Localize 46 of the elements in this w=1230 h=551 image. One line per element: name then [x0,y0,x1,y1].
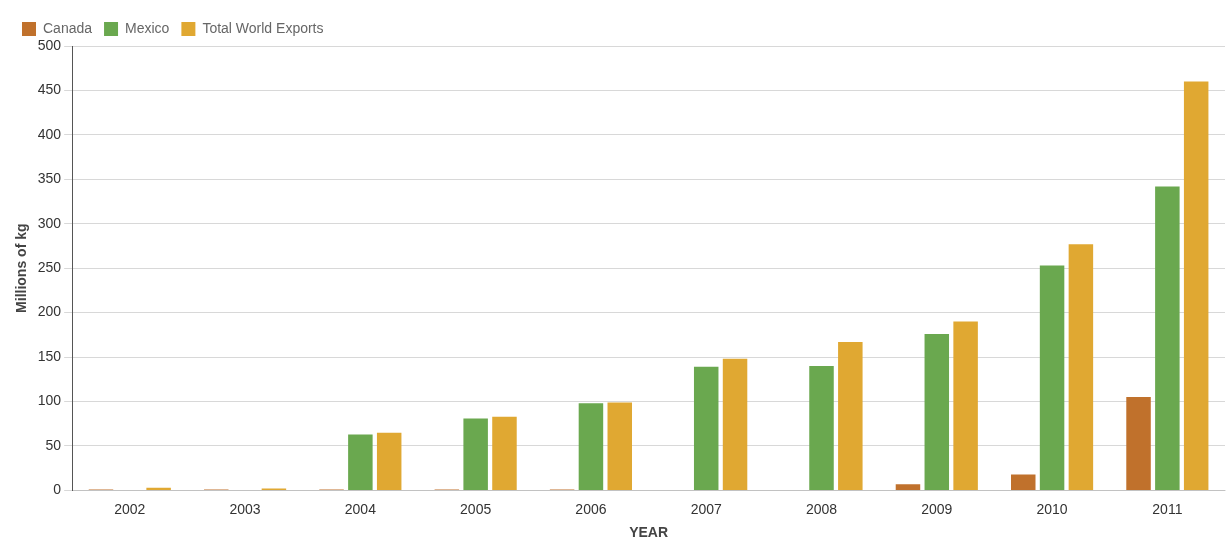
bar [953,321,978,490]
bar [1155,186,1180,490]
bar [146,487,171,490]
y-tick-label: 100 [37,392,62,409]
x-tick-label: 2003 [229,500,261,517]
legend-label: Canada [43,19,93,36]
y-tick-label: 400 [37,125,62,142]
x-tick-label: 2005 [460,500,492,517]
x-tick-label: 2008 [805,500,838,517]
y-tick-label: 200 [37,303,62,320]
y-axis-title: Millions of kg [13,223,30,313]
legend-label: Total World Exports [202,19,324,36]
bar [1068,244,1094,490]
bar [838,341,863,490]
legend-label: Mexico [125,19,170,36]
bar [348,434,373,490]
x-tick-label: 2010 [1036,500,1068,517]
bar [607,402,633,490]
x-tick-label: 2011 [1152,500,1183,517]
y-tick-label: 500 [37,36,62,53]
x-tick-label: 2007 [690,500,722,517]
bar [463,418,488,490]
bar [924,333,950,490]
x-tick-label: 2009 [921,500,953,517]
bar [376,432,402,490]
bar [1126,397,1151,490]
bar [1039,265,1065,490]
y-tick-label: 350 [37,170,62,187]
bar [492,416,517,490]
bar [1011,474,1036,490]
y-tick-label: 150 [37,347,62,364]
bar [895,484,921,490]
y-tick-label: 450 [37,81,62,98]
bar [809,365,834,490]
bar [693,366,719,490]
x-tick-label: 2002 [114,500,146,517]
bar [1183,81,1209,490]
y-tick-label: 300 [37,214,62,231]
y-tick-label: 250 [37,259,62,276]
x-axis-title: YEAR [629,524,669,541]
y-tick-label: 0 [53,481,62,498]
y-tick-label: 50 [45,436,62,453]
x-tick-label: 2004 [344,500,377,517]
bar [578,403,604,490]
x-tick-label: 2006 [575,500,607,517]
bar [722,358,748,490]
